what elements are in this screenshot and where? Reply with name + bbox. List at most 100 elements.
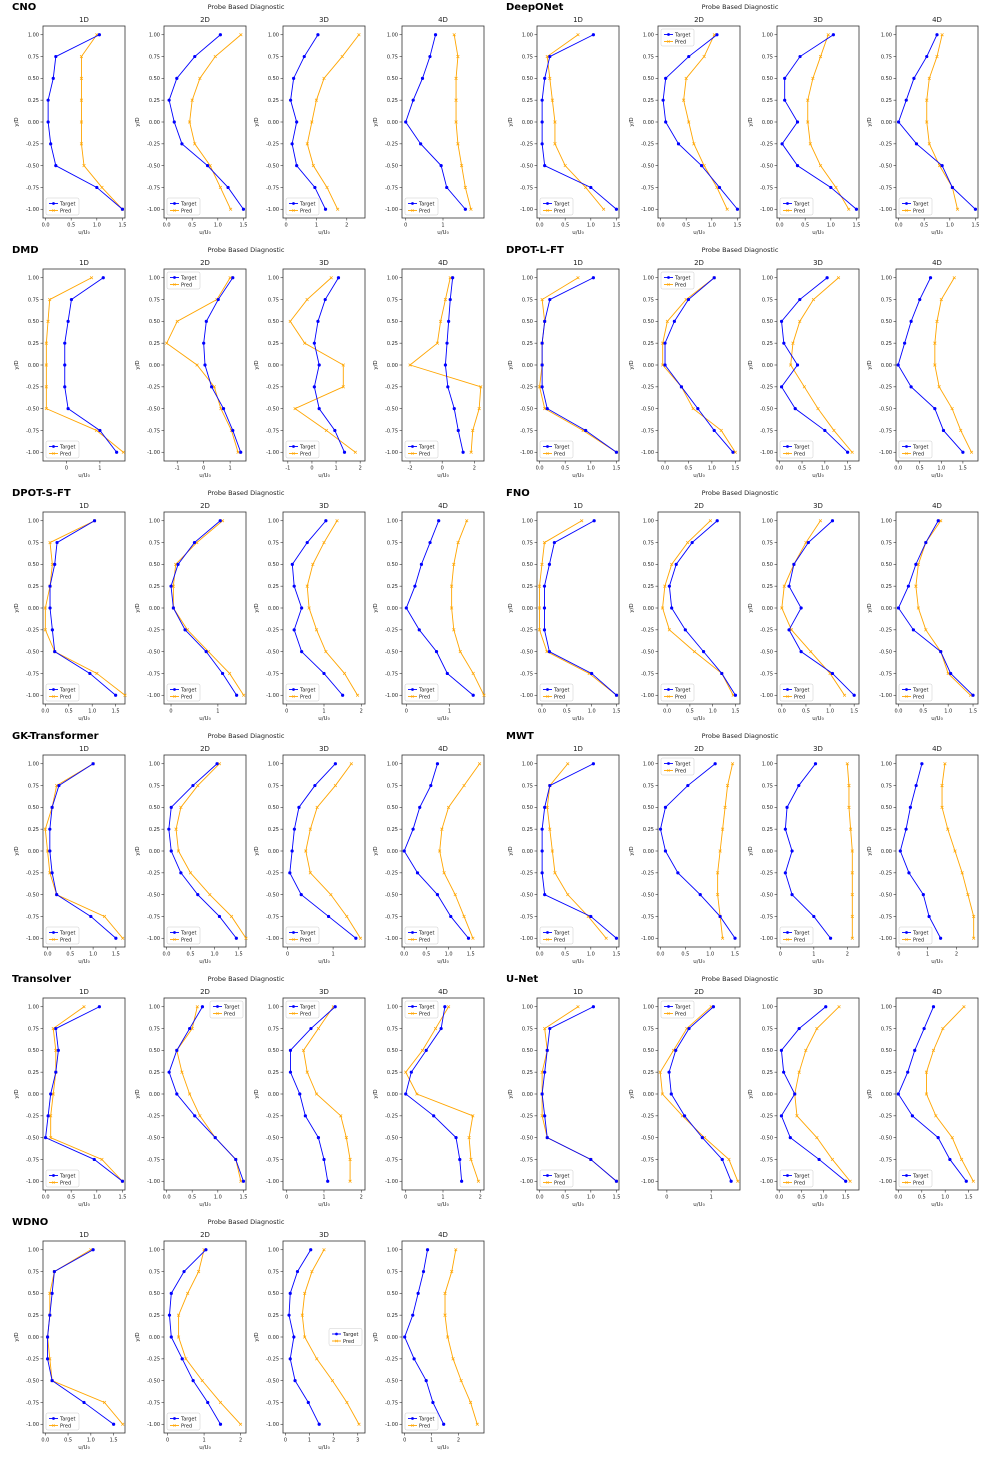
target-point — [48, 1313, 52, 1317]
axes-frame — [895, 268, 979, 462]
target-point — [191, 1379, 195, 1383]
target-point — [404, 1092, 408, 1096]
target-point — [547, 650, 552, 654]
target-line — [291, 520, 343, 696]
target-point — [912, 76, 916, 80]
legend-label: Pred — [181, 208, 192, 214]
target-point — [543, 319, 547, 323]
y-tick-label: -1.00 — [266, 693, 279, 699]
x-tick-label: 1.0 — [708, 466, 716, 472]
x-tick-label: 0.0 — [41, 709, 49, 715]
y-tick-label: -0.50 — [266, 406, 279, 412]
pred-point — [660, 1092, 665, 1096]
target-point — [424, 1048, 428, 1052]
pred-point — [79, 54, 84, 59]
y-tick-label: -1.00 — [26, 936, 39, 942]
target-point — [914, 783, 918, 788]
target-point — [540, 142, 544, 146]
target-point — [290, 562, 294, 566]
y-tick-label: -0.50 — [26, 649, 39, 655]
y-tick-label: 0.50 — [643, 76, 654, 82]
x-tick-label: 1 — [308, 1438, 311, 1444]
y-tick-label: 1.00 — [149, 762, 160, 768]
x-tick-label: 1.0 — [946, 223, 954, 229]
target-point — [783, 827, 787, 831]
x-axis-label: u/U₀ — [199, 959, 211, 965]
legend-marker — [905, 695, 908, 698]
x-axis-label: u/U₀ — [931, 959, 943, 965]
pred-point — [195, 1005, 199, 1009]
target-point — [540, 120, 544, 124]
x-tick-label: 1.5 — [852, 223, 860, 229]
y-tick-label: 0.50 — [762, 76, 773, 82]
pred-point — [353, 450, 358, 454]
panel-4D: 4D1.000.750.500.250.00-0.25-0.50-0.75-1.… — [867, 16, 979, 236]
panel-4D: 4D1.000.750.500.250.00-0.25-0.50-0.75-1.… — [373, 988, 485, 1208]
target-point — [449, 914, 453, 919]
y-tick-label: 0.25 — [28, 827, 39, 833]
y-axis-label: y/D — [508, 360, 514, 369]
target-point — [458, 1157, 462, 1162]
pred-point — [218, 1400, 223, 1405]
legend-label: Target — [553, 201, 570, 207]
target-point — [298, 1092, 302, 1096]
pred-point — [48, 540, 52, 545]
y-tick-label: 0.25 — [28, 1070, 39, 1076]
legend-label: Target — [912, 1173, 929, 1179]
y-tick-label: 1.00 — [268, 1005, 279, 1011]
panel-title: 3D — [319, 16, 329, 24]
x-tick-label: 1 — [710, 1195, 713, 1201]
panel-title: 1D — [79, 745, 89, 753]
x-tick-label: 1 — [202, 1438, 205, 1444]
legend-label: Target — [418, 1004, 435, 1010]
target-point — [182, 1269, 186, 1274]
target-point — [783, 76, 787, 80]
pred-point — [89, 276, 94, 280]
target-point — [114, 936, 118, 940]
pred-line — [662, 277, 736, 453]
pred-point — [804, 1048, 808, 1053]
y-tick-label: 0.00 — [387, 363, 398, 369]
y-tick-label: 0.75 — [28, 54, 39, 60]
legend-marker — [786, 695, 789, 698]
y-tick-label: -1.00 — [760, 936, 773, 942]
y-tick-label: -0.75 — [520, 914, 533, 920]
y-tick-label: -0.25 — [760, 871, 773, 877]
target-point — [712, 428, 716, 433]
legend-marker — [905, 202, 908, 205]
y-tick-label: -1.00 — [879, 207, 892, 213]
y-axis-label: y/D — [254, 360, 260, 369]
target-point — [914, 142, 919, 146]
panel-title: 2D — [694, 988, 704, 996]
legend-label: Pred — [794, 451, 805, 457]
target-line — [781, 277, 848, 453]
y-tick-label: 0.00 — [881, 849, 892, 855]
legend-label: Pred — [554, 451, 565, 457]
x-tick-label: 0.5 — [802, 709, 810, 715]
legend-marker — [216, 1012, 219, 1015]
figure-suptitle: Probe Based Diagnostic — [701, 732, 779, 740]
legend-label: Target — [674, 761, 691, 767]
target-point — [169, 849, 173, 853]
y-tick-label: -0.25 — [26, 142, 39, 148]
target-point — [192, 540, 197, 545]
y-tick-label: 0.50 — [387, 562, 398, 568]
pred-point — [789, 628, 794, 632]
legend-label: Pred — [60, 937, 71, 943]
target-point — [50, 628, 54, 632]
x-axis-label: u/U₀ — [693, 959, 705, 965]
y-tick-label: -0.50 — [641, 163, 654, 169]
y-tick-label: 0.00 — [268, 1335, 279, 1341]
y-tick-label: -1.00 — [147, 207, 160, 213]
pred-point — [310, 120, 314, 124]
target-point — [806, 540, 810, 545]
target-point — [543, 893, 547, 897]
target-point — [790, 849, 794, 853]
y-axis-label: y/D — [14, 603, 20, 612]
y-tick-label: 1.00 — [28, 1248, 39, 1254]
y-tick-label: 0.00 — [149, 1335, 160, 1341]
pred-point — [972, 914, 976, 919]
target-line — [405, 520, 474, 696]
panel-title: 4D — [438, 1231, 448, 1239]
